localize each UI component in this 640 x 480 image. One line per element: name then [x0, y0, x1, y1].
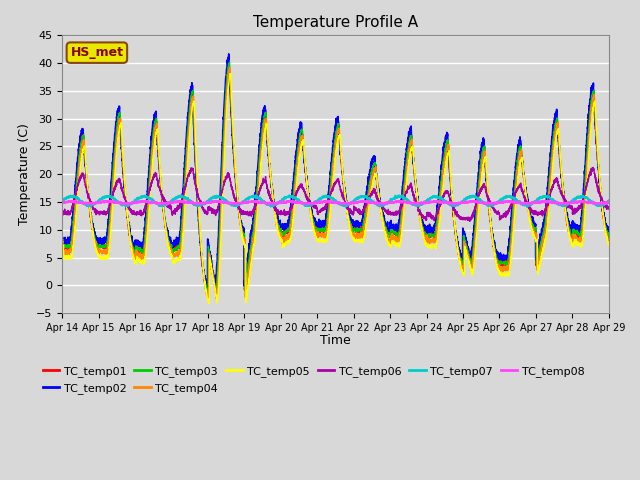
TC_temp08: [122, 202, 130, 207]
TC_temp07: [489, 202, 497, 208]
TC_temp04: [605, 238, 612, 243]
TC_temp07: [458, 199, 466, 204]
TC_temp08: [428, 199, 436, 204]
TC_temp06: [604, 204, 612, 209]
Y-axis label: Temperature (C): Temperature (C): [17, 123, 31, 225]
TC_temp05: [604, 240, 612, 245]
TC_temp06: [489, 204, 497, 210]
Line: TC_temp03: TC_temp03: [62, 62, 609, 292]
TC_temp02: [458, 255, 466, 261]
TC_temp07: [604, 199, 612, 204]
Line: TC_temp07: TC_temp07: [62, 195, 609, 207]
TC_temp08: [58, 200, 66, 206]
Line: TC_temp05: TC_temp05: [62, 73, 609, 304]
TC_temp05: [58, 242, 66, 248]
TC_temp05: [490, 241, 497, 247]
TC_temp01: [490, 244, 497, 250]
TC_temp04: [458, 263, 466, 269]
TC_temp01: [157, 179, 164, 185]
TC_temp01: [204, 291, 212, 297]
Legend: TC_temp01, TC_temp02, TC_temp03, TC_temp04, TC_temp05, TC_temp06, TC_temp07, TC_: TC_temp01, TC_temp02, TC_temp03, TC_temp…: [38, 362, 589, 398]
Title: Temperature Profile A: Temperature Profile A: [253, 15, 418, 30]
TC_temp02: [58, 238, 66, 244]
TC_temp03: [157, 174, 164, 180]
TC_temp03: [428, 233, 436, 239]
TC_temp03: [604, 233, 612, 239]
Line: TC_temp04: TC_temp04: [62, 68, 609, 300]
TC_temp04: [428, 239, 436, 244]
TC_temp04: [58, 236, 66, 242]
TC_temp02: [604, 229, 612, 235]
TC_temp04: [490, 239, 497, 245]
Line: TC_temp06: TC_temp06: [62, 168, 609, 221]
TC_temp05: [428, 244, 436, 250]
TC_temp05: [605, 243, 612, 249]
TC_temp03: [490, 238, 497, 244]
TC_temp01: [428, 231, 436, 237]
TC_temp08: [358, 198, 366, 204]
TC_temp02: [316, 223, 323, 229]
TC_temp05: [157, 170, 164, 176]
TC_temp08: [490, 201, 497, 206]
TC_temp05: [458, 268, 466, 274]
TC_temp06: [58, 210, 66, 216]
TC_temp05: [205, 301, 213, 307]
TC_temp05: [226, 71, 234, 76]
TC_temp03: [226, 60, 234, 65]
TC_temp08: [604, 200, 612, 205]
Line: TC_temp08: TC_temp08: [62, 201, 609, 204]
TC_temp07: [396, 192, 403, 198]
X-axis label: Time: Time: [320, 334, 351, 347]
TC_temp03: [58, 231, 66, 237]
TC_temp08: [316, 199, 323, 205]
TC_temp02: [490, 239, 497, 245]
TC_temp04: [604, 238, 612, 243]
Line: TC_temp01: TC_temp01: [62, 63, 609, 294]
TC_temp06: [315, 208, 323, 214]
TC_temp07: [58, 198, 66, 204]
TC_temp03: [316, 227, 323, 233]
TC_temp02: [203, 286, 211, 291]
Text: HS_met: HS_met: [70, 46, 124, 59]
TC_temp07: [157, 203, 164, 208]
TC_temp01: [458, 261, 466, 266]
TC_temp03: [605, 233, 612, 239]
TC_temp05: [316, 239, 323, 244]
TC_temp06: [589, 165, 597, 170]
TC_temp07: [315, 195, 323, 201]
TC_temp07: [428, 195, 436, 201]
TC_temp08: [458, 200, 466, 206]
TC_temp02: [157, 175, 164, 181]
TC_temp06: [458, 217, 466, 223]
TC_temp04: [225, 65, 233, 71]
Line: TC_temp02: TC_temp02: [62, 54, 609, 288]
TC_temp01: [316, 228, 323, 234]
TC_temp08: [605, 200, 612, 205]
TC_temp04: [316, 231, 323, 237]
TC_temp07: [524, 204, 531, 210]
TC_temp02: [605, 239, 612, 245]
TC_temp02: [225, 51, 232, 57]
TC_temp08: [157, 200, 164, 206]
TC_temp06: [466, 218, 474, 224]
TC_temp02: [428, 228, 436, 233]
TC_temp03: [458, 259, 466, 265]
TC_temp01: [605, 233, 612, 239]
TC_temp03: [204, 289, 211, 295]
TC_temp01: [604, 230, 612, 236]
TC_temp04: [204, 297, 212, 302]
TC_temp01: [225, 60, 233, 66]
TC_temp06: [157, 189, 164, 194]
TC_temp06: [428, 216, 435, 221]
TC_temp04: [157, 174, 164, 180]
TC_temp01: [58, 243, 66, 249]
TC_temp06: [605, 205, 612, 211]
TC_temp07: [605, 197, 612, 203]
